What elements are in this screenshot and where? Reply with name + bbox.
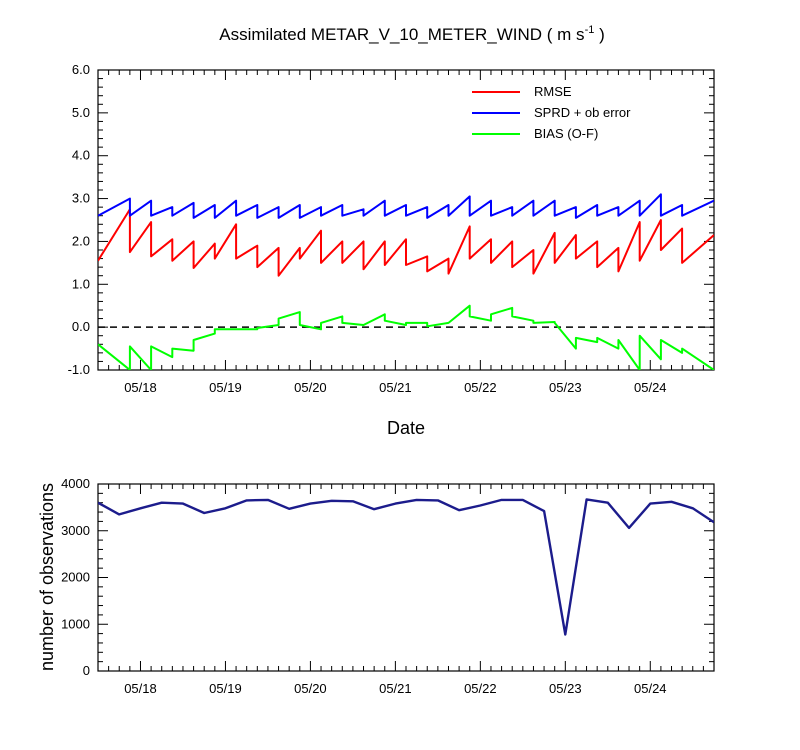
top-y-tick-label: 5.0: [72, 105, 90, 120]
bottom-x-tick-label: 05/24: [634, 681, 667, 696]
top-x-tick-label: 05/21: [379, 380, 412, 395]
top-y-tick-label: 0.0: [72, 319, 90, 334]
top-axis-ticks: [97, 69, 715, 371]
bottom-y-tick-label: 2000: [61, 570, 90, 585]
top-x-tick-label: 05/20: [294, 380, 327, 395]
legend-label-rmse: RMSE: [534, 84, 572, 99]
bottom-y-tick-label: 4000: [61, 476, 90, 491]
chart-title-units-close: ): [594, 25, 604, 44]
bottom-axis-ticks: [97, 483, 715, 672]
bottom-plot-frame: [97, 483, 715, 672]
top-x-tick-label: 05/24: [634, 380, 667, 395]
top-y-tick-label: -1.0: [68, 362, 90, 377]
bottom-x-tick-label: 05/20: [294, 681, 327, 696]
series-line-observations: [98, 498, 714, 636]
top-tick-labels: -1.0 0.0 1.0 2.0 3.0 4.0 5.0 6.0 05/18 05/19 05/20…: [68, 62, 667, 395]
bottom-x-tick-label: 05/23: [549, 681, 582, 696]
bottom-x-tick-label: 05/18: [124, 681, 157, 696]
bottom-y-tick-label: 3000: [61, 523, 90, 538]
bottom-x-tick-label: 05/19: [209, 681, 242, 696]
chart-title-units-open: (: [547, 25, 557, 44]
series-line-sprd-ob-error: [98, 193, 714, 219]
top-y-tick-label: 3.0: [72, 191, 90, 206]
top-x-tick-label: 05/18: [124, 380, 157, 395]
bottom-y-tick-label: 0: [83, 663, 90, 678]
bottom-series-lines: [98, 498, 714, 636]
top-y-tick-label: 6.0: [72, 62, 90, 77]
series-line-bias-o-f: [98, 304, 714, 370]
bottom-x-tick-label: 05/22: [464, 681, 497, 696]
bottom-y-tick-label: 1000: [61, 616, 90, 631]
series-line-rmse: [98, 208, 714, 277]
top-x-tick-label: 05/19: [209, 380, 242, 395]
chart-title-main: Assimilated METAR_V_10_METER_WIND: [219, 25, 542, 44]
top-y-tick-label: 2.0: [72, 233, 90, 248]
x-axis-title: Date: [387, 418, 425, 438]
bottom-x-tick-label: 05/21: [379, 681, 412, 696]
top-series-lines: [98, 193, 714, 370]
chart-title: Assimilated METAR_V_10_METER_WIND ( m s-…: [219, 24, 604, 44]
observation-count-chart: 0 1000 2000 3000 4000 05/18 05/19 05/20 05/21 05/…: [61, 476, 715, 696]
chart-title-units: m s: [557, 25, 584, 44]
bottom-tick-labels: 0 1000 2000 3000 4000 05/18 05/19 05/20 05/21 05/…: [61, 476, 666, 696]
legend: RMSE SPRD + ob error BIAS (O-F): [472, 84, 631, 141]
top-y-tick-label: 4.0: [72, 148, 90, 163]
legend-label-sprd-ob-error: SPRD + ob error: [534, 105, 631, 120]
top-x-tick-label: 05/22: [464, 380, 497, 395]
chart-title-units-exponent: -1: [585, 24, 595, 36]
legend-label-bias-o-f: BIAS (O-F): [534, 126, 598, 141]
top-x-tick-label: 05/23: [549, 380, 582, 395]
rmse-spread-bias-chart: -1.0 0.0 1.0 2.0 3.0 4.0 5.0 6.0 05/18 05/19 05/20…: [68, 62, 715, 395]
y-axis-title-observations: number of observations: [37, 483, 57, 671]
top-y-tick-label: 1.0: [72, 276, 90, 291]
